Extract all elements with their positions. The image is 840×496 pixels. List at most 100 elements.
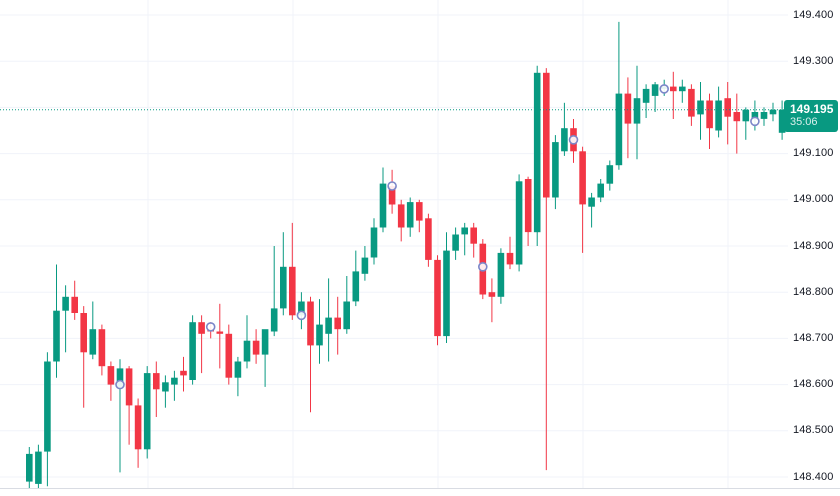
candle-down[interactable] [107, 361, 115, 401]
candle-down[interactable] [416, 199, 423, 233]
candle-up[interactable] [270, 246, 278, 337]
order-marker-icon[interactable] [387, 181, 397, 191]
candle-up[interactable] [615, 21, 623, 170]
candle-up[interactable] [325, 278, 332, 362]
candle-body [325, 317, 332, 334]
candle-down[interactable] [624, 77, 632, 159]
candle-body [506, 252, 514, 265]
candle-up[interactable] [679, 79, 686, 103]
candle-up[interactable] [588, 192, 595, 228]
candle-up[interactable] [552, 135, 559, 210]
candle-up[interactable] [697, 82, 704, 140]
time-axis[interactable] [0, 488, 840, 496]
countdown-timer: 35:06 [790, 115, 818, 128]
price-axis-tick: 149.300 [793, 54, 834, 67]
candle-up[interactable] [443, 232, 450, 343]
candle-up[interactable] [778, 100, 786, 140]
candle-up[interactable] [316, 299, 323, 364]
candle-down[interactable] [706, 93, 713, 149]
candle-down[interactable] [397, 199, 405, 242]
candle-down[interactable] [98, 324, 106, 376]
candle-up[interactable] [769, 102, 777, 122]
candle-down[interactable] [388, 169, 396, 214]
candle-body [406, 202, 414, 228]
candle-down[interactable] [80, 306, 87, 408]
candle-body [189, 322, 196, 380]
candle-down[interactable] [470, 222, 477, 258]
candle-body [171, 377, 178, 385]
candle-up[interactable] [343, 276, 350, 334]
candle-up[interactable] [62, 285, 69, 353]
candle-down[interactable] [216, 303, 224, 369]
candle-up[interactable] [352, 250, 360, 307]
candle-down[interactable] [134, 398, 142, 468]
candle-down[interactable] [543, 68, 550, 471]
candle-down[interactable] [225, 324, 233, 385]
candle-body [89, 329, 97, 355]
candle-up[interactable] [261, 329, 269, 387]
candle-up[interactable] [35, 444, 42, 488]
candle-down[interactable] [252, 329, 260, 364]
candle-down[interactable] [733, 93, 741, 154]
candle-down[interactable] [434, 255, 441, 346]
candle-up[interactable] [642, 84, 650, 118]
candle-up[interactable] [234, 356, 242, 397]
candle-down[interactable] [289, 222, 296, 320]
candle-up[interactable] [189, 315, 196, 385]
candle-down[interactable] [724, 82, 731, 145]
candle-up[interactable] [143, 366, 151, 459]
candle-up[interactable] [561, 102, 568, 156]
candle-down[interactable] [125, 366, 133, 445]
candle-up[interactable] [461, 222, 468, 256]
price-axis[interactable]: 149.400149.300149.200149.100149.000148.9… [788, 0, 840, 488]
order-marker-icon[interactable] [115, 379, 125, 390]
candle-down[interactable] [334, 296, 341, 355]
candle-up[interactable] [715, 86, 722, 138]
candle-up[interactable] [452, 227, 459, 260]
order-marker-icon[interactable] [477, 261, 488, 272]
candle-down[interactable] [71, 280, 78, 320]
candle-down[interactable] [688, 84, 695, 126]
candle-up[interactable] [44, 352, 51, 487]
candle-up[interactable] [116, 359, 124, 473]
candle-up[interactable] [370, 218, 378, 265]
candle-up[interactable] [379, 167, 387, 233]
candle-up[interactable] [26, 447, 33, 488]
candle-up[interactable] [606, 160, 614, 191]
order-marker-icon[interactable] [568, 135, 579, 145]
candle-up[interactable] [406, 197, 414, 237]
candle-down[interactable] [670, 71, 677, 119]
candle-up[interactable] [361, 246, 369, 281]
candle-up[interactable] [533, 65, 541, 246]
candle-down[interactable] [579, 146, 586, 253]
candle-down[interactable] [425, 213, 432, 267]
candle-up[interactable] [651, 82, 659, 112]
candle-up[interactable] [497, 248, 505, 304]
order-marker-icon[interactable] [205, 322, 216, 332]
candle-body [679, 86, 686, 92]
candle-up[interactable] [171, 370, 178, 401]
candle-down[interactable] [488, 278, 496, 323]
candle-up[interactable] [280, 232, 287, 316]
candle-body [26, 453, 33, 482]
candle-down[interactable] [153, 361, 160, 418]
candle-down[interactable] [307, 296, 314, 413]
order-marker-icon[interactable] [296, 310, 307, 321]
candle-up[interactable] [515, 174, 523, 272]
candle-body [778, 109, 786, 133]
order-marker-icon[interactable] [750, 116, 760, 127]
candle-up[interactable] [742, 107, 750, 140]
candle-up[interactable] [53, 264, 60, 378]
order-marker-icon[interactable] [659, 84, 670, 94]
candle-down[interactable] [198, 315, 205, 374]
candle-down[interactable] [180, 356, 187, 392]
candle-down[interactable] [524, 176, 532, 246]
candle-up[interactable] [89, 301, 97, 360]
candle-up[interactable] [760, 107, 768, 126]
candle-down[interactable] [506, 236, 514, 270]
candle-up[interactable] [243, 315, 251, 369]
chart-plot-area[interactable] [0, 0, 792, 488]
candle-up[interactable] [162, 375, 169, 408]
candle-up[interactable] [633, 65, 641, 160]
candle-up[interactable] [597, 179, 604, 203]
